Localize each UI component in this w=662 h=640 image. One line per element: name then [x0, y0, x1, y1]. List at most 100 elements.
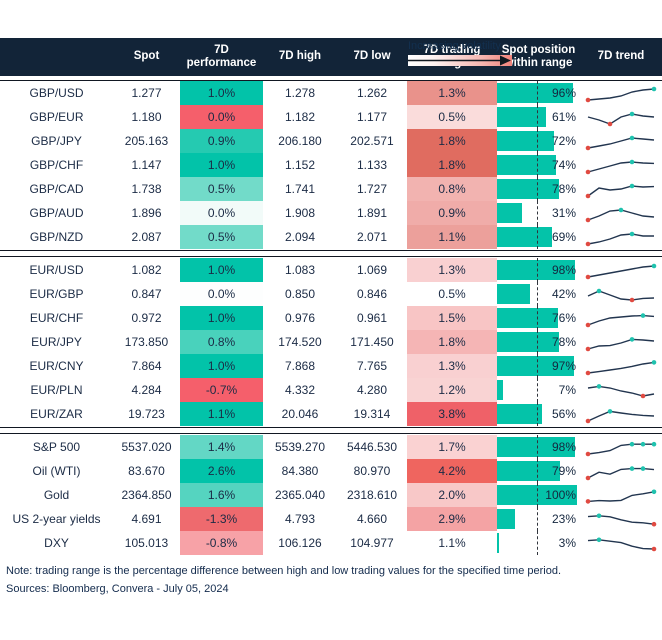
trend-sparkline [580, 531, 662, 555]
trend-sparkline [580, 177, 662, 201]
spot-position-label: 98% [551, 263, 576, 277]
range-midpoint-dashed-line [536, 129, 538, 153]
low-7d-value: 5446.530 [346, 440, 398, 454]
high-7d-value: 1.182 [284, 110, 316, 124]
low-7d-value: 7.765 [356, 359, 388, 373]
low-7d-value: 1.177 [356, 110, 388, 124]
performance-7d-cell: 1.0% [180, 153, 263, 177]
low-7d-value: 104.977 [350, 536, 394, 550]
spot-position-bar [497, 260, 576, 280]
asset-name: US 2-year yields [12, 512, 101, 526]
spot-value: 4.691 [131, 512, 162, 526]
trend-sparkline [580, 402, 662, 426]
performance-7d-cell: 1.0% [180, 354, 263, 378]
spot-value: 19.723 [128, 407, 165, 421]
spot-value: 2.087 [131, 230, 162, 244]
high-7d-value: 1.278 [284, 86, 316, 100]
column-header-7: 7D trend [597, 50, 645, 63]
trading-range-7d-cell: 1.8% [407, 153, 497, 177]
spot-position-label: 100% [545, 488, 576, 502]
spot-position-label: 72% [551, 134, 576, 148]
spot-position-cell: 78% [497, 177, 580, 201]
trend-sparkline [580, 225, 662, 249]
trading-range-7d-cell: 1.8% [407, 129, 497, 153]
spot-position-label: 7% [558, 383, 576, 397]
performance-7d-cell: 0.5% [180, 225, 263, 249]
spot-position-label: 79% [551, 464, 576, 478]
spot-position-label: 31% [551, 206, 576, 220]
table-row: GBP/CAD 1.738 0.5% 1.741 1.727 0.8% 78% [0, 177, 662, 201]
spot-position-bar [497, 83, 574, 103]
trend-sparkline [580, 330, 662, 354]
trading-range-7d-cell: 1.1% [407, 225, 497, 249]
performance-7d-cell: 1.6% [180, 483, 263, 507]
spot-position-cell: 7% [497, 378, 580, 402]
performance-7d-cell: 0.0% [180, 105, 263, 129]
low-7d-value: 1.727 [356, 182, 388, 196]
high-7d-value: 1.741 [284, 182, 316, 196]
spot-position-label: 78% [551, 182, 576, 196]
trend-sparkline [580, 306, 662, 330]
spot-value: 0.847 [131, 287, 162, 301]
range-midpoint-dashed-line [536, 225, 538, 249]
column-header-4: 7D low [353, 50, 391, 63]
low-7d-value: 0.961 [356, 311, 388, 325]
spot-position-label: 78% [551, 335, 576, 349]
column-header-1: Spot [133, 50, 160, 63]
header-underline [0, 76, 662, 81]
section-separator [0, 427, 662, 434]
low-7d-value: 19.314 [353, 407, 391, 421]
asset-name: Gold [43, 488, 70, 502]
asset-name: EUR/JPY [31, 335, 82, 349]
trend-sparkline [580, 201, 662, 225]
spot-position-bar [497, 107, 546, 127]
spot-position-label: 98% [551, 440, 576, 454]
spot-value: 83.670 [128, 464, 165, 478]
performance-7d-cell: 0.9% [180, 129, 263, 153]
trend-sparkline [580, 81, 662, 105]
trading-range-7d-cell: 2.9% [407, 507, 497, 531]
spot-position-bar [497, 203, 522, 223]
table-section-1: EUR/USD 1.082 1.0% 1.083 1.069 1.3% 98% EUR/GBP… [0, 258, 662, 426]
asset-name: GBP/CHF [29, 158, 84, 172]
spot-position-label: 61% [551, 110, 576, 124]
spot-position-label: 97% [551, 359, 576, 373]
performance-7d-cell: -0.7% [180, 378, 263, 402]
spot-position-label: 56% [551, 407, 576, 421]
spot-value: 0.972 [131, 311, 162, 325]
spot-value: 1.180 [131, 110, 162, 124]
spot-position-cell: 3% [497, 531, 580, 555]
trend-sparkline [580, 105, 662, 129]
spot-position-bar [497, 131, 555, 151]
spot-value: 1.082 [131, 263, 162, 277]
asset-name: EUR/ZAR [30, 407, 83, 421]
spot-position-bar [497, 155, 556, 175]
range-midpoint-dashed-line [536, 177, 538, 201]
spot-value: 105.013 [124, 536, 169, 550]
spot-value: 1.896 [131, 206, 162, 220]
asset-name: GBP/AUD [29, 206, 84, 220]
trend-sparkline [580, 507, 662, 531]
trading-range-7d-cell: 1.7% [407, 435, 497, 459]
high-7d-value: 106.126 [278, 536, 322, 550]
spot-position-bar [497, 437, 576, 457]
trend-sparkline [580, 435, 662, 459]
spot-position-bar [497, 179, 560, 199]
column-header-2: 7D performance [186, 43, 257, 69]
table-header-row: Spot 7D performance 7D high 7D low 7D tradin… [0, 38, 662, 76]
range-midpoint-dashed-line [536, 201, 538, 225]
table-body: GBP/USD 1.277 1.0% 1.278 1.262 1.3% 96% GBP/EUR… [0, 81, 662, 555]
spot-position-cell: 56% [497, 402, 580, 426]
spot-position-bar [497, 404, 542, 424]
spot-position-cell: 78% [497, 330, 580, 354]
spot-position-label: 3% [558, 536, 576, 550]
table-row: Oil (WTI) 83.670 2.6% 84.380 80.970 4.2% 79% [0, 459, 662, 483]
spot-position-label: 96% [551, 86, 576, 100]
table-row: EUR/PLN 4.284 -0.7% 4.332 4.280 1.2% 7% [0, 378, 662, 402]
spot-value: 1.738 [131, 182, 162, 196]
asset-name: EUR/CNY [29, 359, 84, 373]
asset-name: EUR/PLN [30, 383, 83, 397]
column-header-3: 7D high [278, 50, 322, 63]
low-7d-value: 80.970 [353, 464, 391, 478]
column-header-6: Spot position within range [501, 43, 576, 69]
